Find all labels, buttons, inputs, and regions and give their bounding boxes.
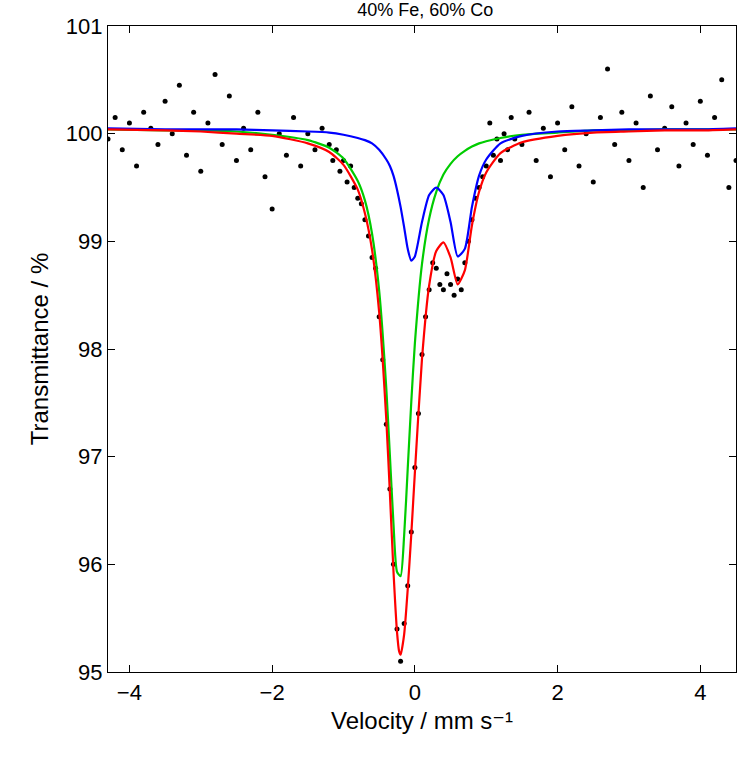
svg-text:95: 95 <box>78 660 102 685</box>
svg-text:96: 96 <box>78 552 102 577</box>
svg-text:101: 101 <box>66 14 103 39</box>
svg-text:4: 4 <box>694 680 706 705</box>
svg-text:Velocity / mm s⁻¹: Velocity / mm s⁻¹ <box>331 707 513 734</box>
svg-text:0: 0 <box>409 680 421 705</box>
svg-text:Transmittance / %: Transmittance / % <box>26 253 53 446</box>
svg-text:99: 99 <box>78 229 102 254</box>
svg-text:2: 2 <box>551 680 563 705</box>
svg-text:97: 97 <box>78 444 102 469</box>
svg-text:−4: −4 <box>117 680 142 705</box>
svg-text:100: 100 <box>66 121 103 146</box>
svg-text:−2: −2 <box>260 680 285 705</box>
svg-text:40% Fe, 60% Co: 40% Fe, 60% Co <box>357 0 493 20</box>
svg-text:98: 98 <box>78 337 102 362</box>
